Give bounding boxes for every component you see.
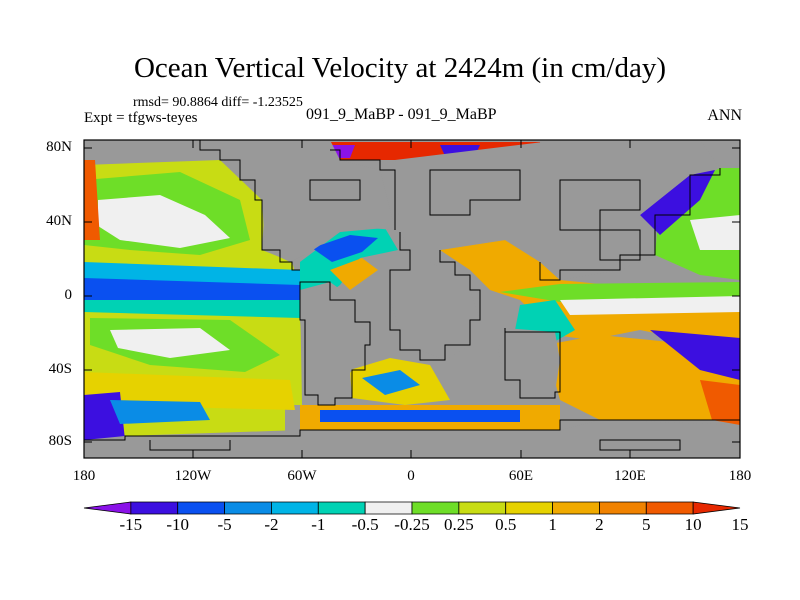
coastlines xyxy=(84,140,740,451)
lat-label-40s: 40S xyxy=(48,361,72,377)
colorbar-label: -5 xyxy=(217,515,232,534)
pacific-ocean-west xyxy=(84,160,302,440)
colorbar-swatch xyxy=(224,501,272,515)
experiment-label: Expt = tfgws-teyes xyxy=(84,110,198,126)
axis-ticks xyxy=(84,140,740,458)
colorbar-label: 10 xyxy=(684,515,702,534)
colorbar-label: -15 xyxy=(119,515,143,534)
colorbar-swatch xyxy=(458,501,507,515)
colorbar-label: 15 xyxy=(731,515,749,534)
colorbar-label: 5 xyxy=(642,515,651,534)
colorbar-label: 2 xyxy=(595,515,604,534)
colorbar-label: -10 xyxy=(166,515,190,534)
colorbar-label: 0.5 xyxy=(495,515,517,534)
colorbar-label: 1 xyxy=(548,515,557,534)
lon-label-120w: 120W xyxy=(174,468,212,484)
colorbar xyxy=(83,501,741,515)
colorbar-swatch xyxy=(364,501,413,515)
lon-label-180w: 180 xyxy=(72,468,96,484)
stats-label: rmsd= 90.8864 diff= -1.23525 xyxy=(133,95,303,110)
colorbar-swatch xyxy=(83,501,132,515)
lon-label-120e: 120E xyxy=(614,468,646,484)
colorbar-swatch xyxy=(317,501,366,515)
lat-label-80s: 80S xyxy=(48,433,72,449)
antarctica xyxy=(84,420,740,458)
lat-label-0: 0 xyxy=(64,287,73,303)
chart-title: Ocean Vertical Velocity at 2424m (in cm/… xyxy=(133,52,667,84)
lon-label-180e: 180 xyxy=(728,468,752,484)
colorbar-swatch xyxy=(552,501,600,515)
north-america xyxy=(200,140,395,262)
eurasia-africa xyxy=(390,140,720,360)
lon-label-60w: 60W xyxy=(287,468,317,484)
lat-label-80n: 80N xyxy=(46,139,72,155)
map-frame xyxy=(83,139,741,459)
colorbar-swatch xyxy=(599,501,647,515)
lon-label-0: 0 xyxy=(407,468,415,484)
colorbar-swatch xyxy=(692,501,741,515)
south-america xyxy=(300,282,370,405)
colorbar-swatch xyxy=(177,501,225,515)
continents xyxy=(84,140,740,458)
colorbar-swatch xyxy=(130,501,179,515)
colorbar-label: -0.5 xyxy=(351,515,379,534)
season-label: ANN xyxy=(707,107,742,124)
colorbar-swatch xyxy=(271,501,319,515)
map-area xyxy=(84,140,740,458)
colorbar-label: -1 xyxy=(311,515,326,534)
lon-label-60e: 60E xyxy=(508,468,534,484)
lat-label-40n: 40N xyxy=(46,213,72,229)
indian-pacific-east xyxy=(440,168,740,425)
colorbar-label: -0.25 xyxy=(394,515,430,534)
case-label: 091_9_MaBP - 091_9_MaBP xyxy=(306,106,497,123)
colorbar-label: 0.25 xyxy=(443,515,474,534)
colorbar-swatch xyxy=(645,501,694,515)
colorbar-swatch xyxy=(411,501,460,515)
colorbar-swatch xyxy=(505,501,553,515)
colorbar-label: -2 xyxy=(264,515,279,534)
